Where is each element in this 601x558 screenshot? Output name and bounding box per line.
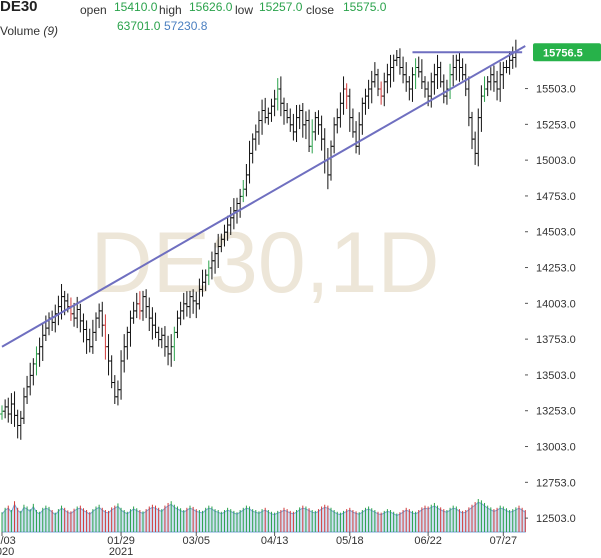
low-value: 15257.0 — [259, 0, 303, 14]
x-tick-label: 05/18 — [336, 535, 364, 547]
x-tick-label: 06/22 — [414, 535, 442, 547]
volume-value: 63701.0 — [117, 19, 161, 33]
x-tick-label: 01/29 — [107, 535, 135, 547]
y-tick-label: 14253.0 — [536, 263, 576, 275]
volume-label-text: Volume — [0, 24, 41, 38]
y-tick-label: 14753.0 — [536, 191, 576, 203]
y-tick-label: 12753.0 — [536, 477, 576, 489]
y-tick-label: 13753.0 — [536, 334, 576, 346]
x-tick-label: 03/05 — [183, 535, 211, 547]
support-trendline — [1, 45, 526, 348]
y-tick-label: 12503.0 — [536, 513, 576, 525]
y-tick-label: 13003.0 — [536, 442, 576, 454]
close-label: close — [306, 3, 335, 17]
volume-label: Volume (9) — [0, 24, 58, 38]
x-tick-sublabel: 2021 — [109, 546, 133, 558]
y-tick-label: 14003.0 — [536, 298, 576, 310]
x-tick-sublabel: 2020 — [0, 546, 14, 558]
y-tick-label: 15253.0 — [536, 119, 576, 131]
last-price-badge — [533, 43, 601, 62]
close-value: 15575.0 — [343, 0, 387, 14]
low-label: low — [235, 3, 254, 17]
symbol-title: DE30 — [0, 0, 38, 15]
y-tick-label: 15503.0 — [536, 84, 576, 96]
y-tick-label: 14503.0 — [536, 227, 576, 239]
x-tick-label: 12/03 — [0, 535, 16, 547]
volume-ma-value: 57230.8 — [164, 19, 208, 33]
x-tick-label: 04/13 — [261, 535, 289, 547]
last-price-value: 15756.5 — [543, 47, 583, 59]
y-tick-label: 13253.0 — [536, 406, 576, 418]
y-tick-label: 15003.0 — [536, 155, 576, 167]
y-tick-label: 13503.0 — [536, 370, 576, 382]
x-tick-label: 07/27 — [490, 535, 518, 547]
volume-period: (9) — [43, 24, 59, 38]
open-label: open — [80, 3, 107, 17]
open-value: 15410.0 — [114, 0, 158, 14]
high-label: high — [159, 3, 182, 17]
high-value: 15626.0 — [189, 0, 233, 14]
